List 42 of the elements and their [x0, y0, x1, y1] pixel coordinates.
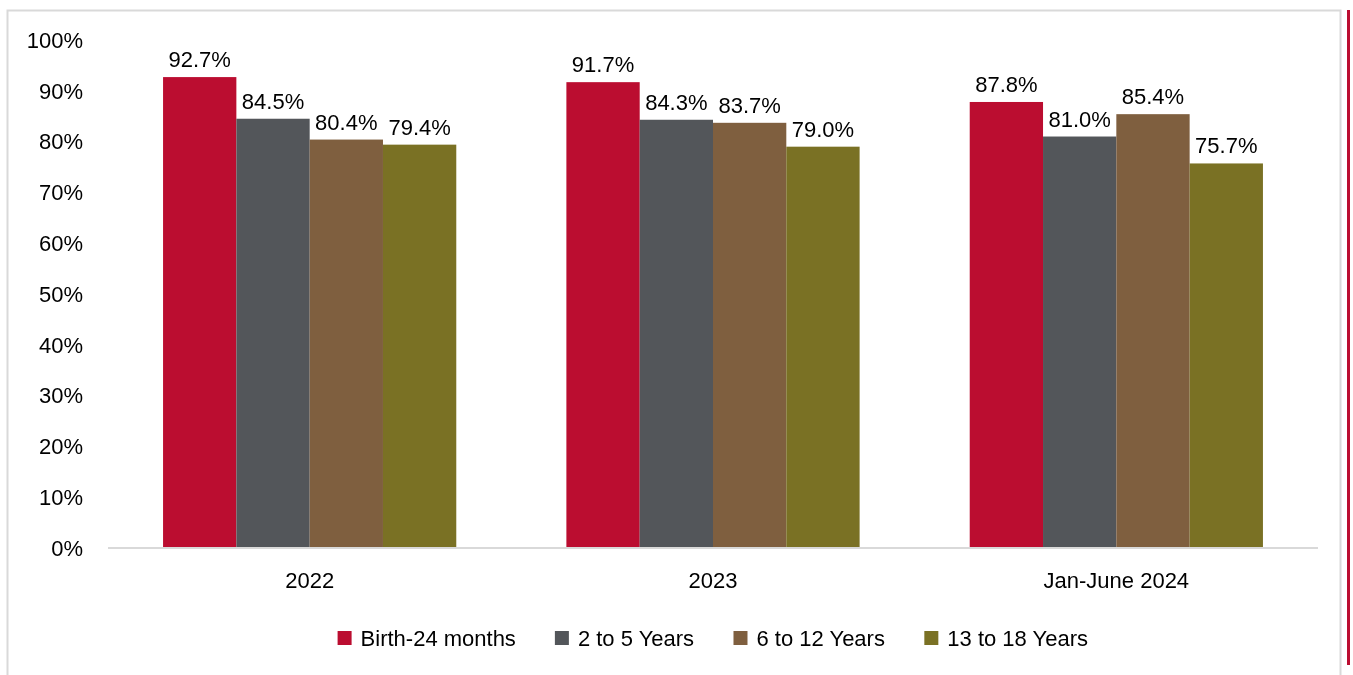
- legend-label: 2 to 5 Years: [577, 625, 695, 651]
- data-label: 83.7%: [718, 92, 781, 118]
- legend-label: 6 to 12 Years: [756, 625, 885, 651]
- y-tick-label: 60%: [38, 230, 83, 256]
- bar: [969, 101, 1044, 548]
- bar: [786, 146, 860, 548]
- y-tick-label: 90%: [38, 78, 83, 104]
- legend-label: Birth-24 months: [360, 625, 516, 651]
- x-tick-label: Jan-June 2024: [1043, 568, 1190, 593]
- bar: [639, 119, 713, 548]
- bar: [382, 144, 457, 548]
- data-label: 79.0%: [791, 116, 855, 142]
- y-tick-label: 80%: [38, 129, 83, 155]
- bar: [566, 82, 640, 548]
- bar: [1189, 163, 1263, 548]
- x-tick-label: 2022: [285, 568, 335, 593]
- y-tick-label: 0%: [51, 535, 83, 561]
- data-label: 79.4%: [388, 114, 451, 140]
- data-label: 81.0%: [1048, 106, 1111, 132]
- data-label: 91.7%: [571, 52, 635, 78]
- y-tick-label: 100%: [26, 27, 83, 53]
- bar: [1043, 136, 1117, 548]
- y-tick-label: 30%: [38, 383, 83, 409]
- x-tick-label: 2023: [688, 568, 738, 593]
- bar: [1116, 114, 1190, 548]
- data-label: 80.4%: [315, 109, 378, 135]
- data-label: 92.7%: [168, 47, 231, 73]
- y-tick-label: 20%: [38, 434, 83, 460]
- y-tick-label: 70%: [38, 180, 83, 206]
- bar: [236, 118, 310, 548]
- y-tick-label: 50%: [38, 281, 83, 307]
- y-tick-label: 40%: [38, 332, 83, 358]
- data-label: 84.5%: [241, 88, 305, 114]
- data-label: 84.3%: [645, 89, 708, 115]
- legend-label: 13 to 18 Years: [947, 625, 1089, 651]
- bar: [309, 139, 383, 548]
- data-label: 87.8%: [975, 71, 1038, 97]
- bar: [163, 77, 237, 548]
- y-tick-label: 10%: [38, 484, 83, 510]
- bar: [713, 122, 787, 548]
- data-label: 75.7%: [1195, 133, 1258, 159]
- data-label: 85.4%: [1121, 84, 1185, 110]
